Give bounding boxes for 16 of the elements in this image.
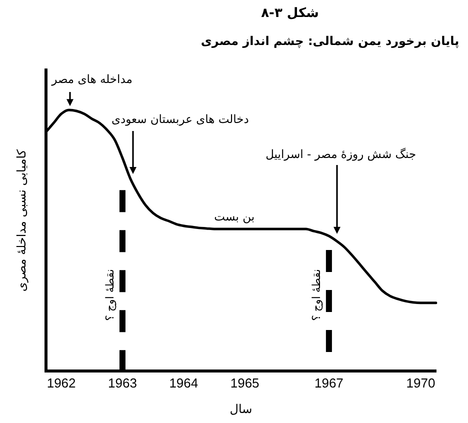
chart-subtitle: پایان برخورد یمن شمالی: چشم انداز مصری	[200, 34, 460, 48]
annotation: جنگ شش روزهٔ مصر - اسراییل	[266, 146, 416, 161]
x-tick-label: 1963	[108, 375, 137, 390]
x-tick-label: 1965	[230, 375, 260, 390]
text: مداخله های مصر	[50, 72, 132, 86]
ref-line-label: نقطهٔ اوج ؟	[103, 269, 116, 321]
y-axis-title: کامیابی نسبی مداخلهٔ مصری	[14, 149, 28, 292]
chart-title: شکل ۳-۸	[261, 6, 319, 22]
annotation: دخالت های عربستان سعودی	[111, 112, 249, 126]
x-tick-label: 1964	[169, 375, 198, 390]
annotation: بن بست	[214, 209, 255, 224]
x-tick-label: 1970	[406, 375, 436, 390]
x-tick-label: 1962	[46, 375, 76, 390]
x-axis-title: سال	[230, 402, 252, 416]
ref-line-label: نقطهٔ اوج ؟	[310, 269, 323, 321]
x-tick-label: 1967	[314, 375, 344, 390]
